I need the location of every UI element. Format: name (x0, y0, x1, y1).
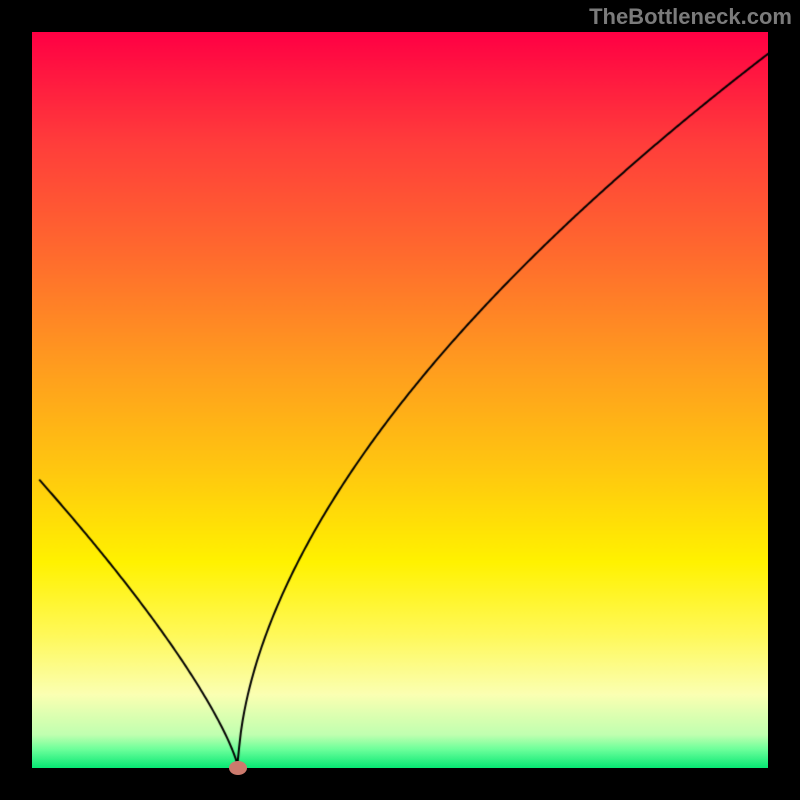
figure-root: TheBottleneck.com (0, 0, 800, 800)
plot-area (32, 32, 768, 768)
watermark-text: TheBottleneck.com (589, 4, 792, 30)
optimum-marker (229, 761, 247, 775)
bottleneck-curve (32, 32, 768, 768)
